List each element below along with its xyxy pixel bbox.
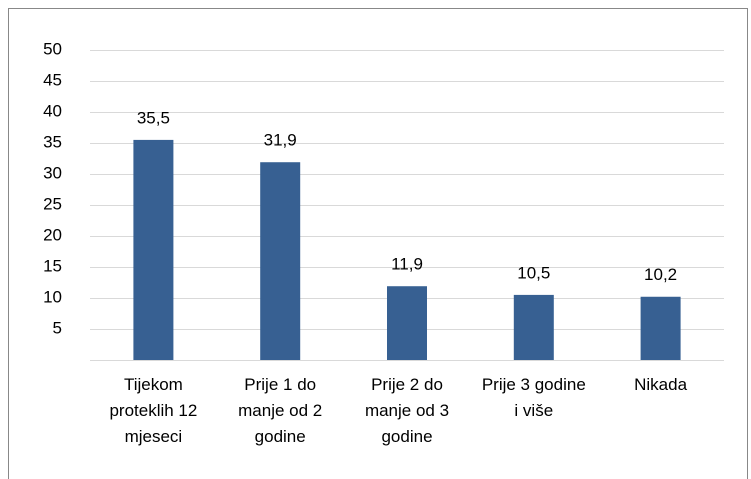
data-label: 35,5: [137, 108, 170, 127]
bar: [640, 296, 681, 360]
data-label: 10,5: [517, 263, 550, 282]
x-tick-label: Prije 2 do manje od 3 godine: [365, 375, 449, 446]
data-label: 10,2: [644, 265, 677, 284]
y-tick-label: 35: [43, 132, 62, 151]
data-label: 11,9: [391, 255, 423, 274]
chart-frame: [8, 8, 748, 479]
y-tick-label: 50: [43, 39, 62, 58]
y-tick-label: 45: [43, 70, 62, 89]
y-tick-label: 10: [43, 287, 62, 306]
y-tick-label: 40: [43, 101, 62, 120]
bar: [260, 162, 301, 360]
x-tick-label: Prije 1 do manje od 2 godine: [238, 375, 322, 446]
y-tick-label: 5: [53, 318, 62, 337]
y-tick-label: 20: [43, 225, 62, 244]
y-tick-label: 15: [43, 256, 62, 275]
x-tick-label: Nikada: [634, 375, 687, 394]
bar: [387, 286, 427, 360]
data-label: 31,9: [264, 131, 297, 150]
bar: [133, 139, 174, 360]
y-tick-label: 30: [43, 163, 62, 182]
y-tick-label: 25: [43, 194, 62, 213]
x-tick-label: Tijekom proteklih 12 mjeseci: [109, 375, 197, 446]
x-tick-label: Prije 3 godine i više: [482, 375, 586, 420]
bar: [513, 294, 554, 360]
